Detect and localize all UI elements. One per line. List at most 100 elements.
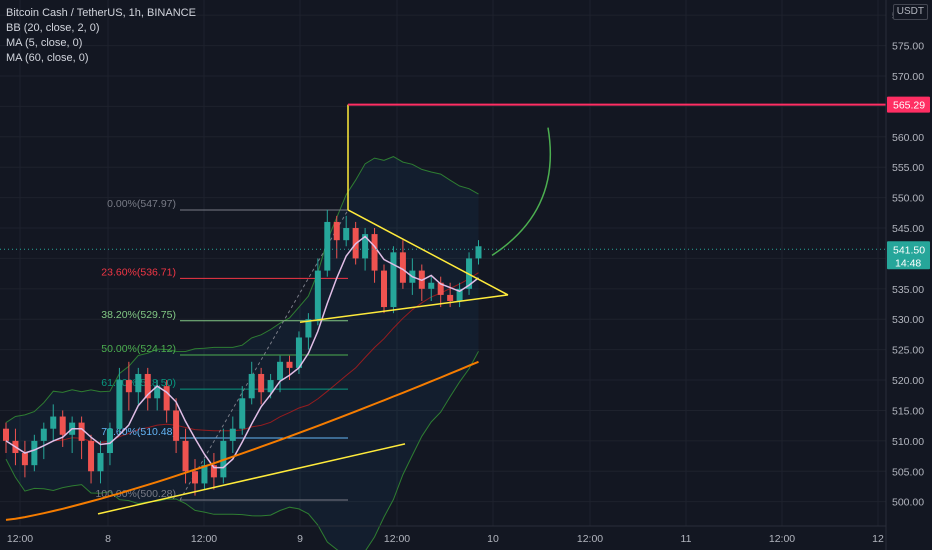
legend-symbol: Bitcoin Cash / TetherUS, 1h, BINANCE <box>6 7 196 19</box>
candle-body <box>371 234 378 271</box>
candle-body <box>305 319 312 338</box>
candle-body <box>192 471 198 484</box>
y-tick-label: 535.00 <box>892 284 924 296</box>
y-tick-label: 570.00 <box>892 71 924 83</box>
y-tick-label: 545.00 <box>892 223 924 235</box>
support-trend-line <box>97 443 406 515</box>
currency-label[interactable]: USDT <box>892 4 928 20</box>
candle-body <box>390 252 397 308</box>
bb-lower <box>5 351 479 550</box>
candle-body <box>50 416 57 429</box>
candle-body <box>3 428 9 441</box>
fib-level-label: 0.00%(547.97) <box>107 198 176 210</box>
price-axis[interactable]: 500.00 505.00 510.00 515.00 520.00 525.00 530.… <box>885 0 930 550</box>
x-tick-label: 12:00 <box>577 533 603 545</box>
x-tick-label: 12:00 <box>769 533 795 545</box>
legend-ma60: MA (60, close, 0) <box>6 52 89 64</box>
x-tick-label: 12:00 <box>191 533 217 545</box>
bb-fill <box>6 156 479 550</box>
candle-body <box>314 270 321 320</box>
candle-body <box>277 361 284 381</box>
y-tick-label: 530.00 <box>892 314 924 326</box>
candle-body <box>475 246 482 259</box>
candle-body <box>201 465 208 484</box>
candle-body <box>343 228 350 241</box>
candle-body <box>40 428 47 441</box>
x-tick-label: 10 <box>487 533 499 545</box>
x-tick-label: 8 <box>105 533 111 545</box>
triangle-upper-line <box>347 209 509 296</box>
candle-body <box>163 386 170 411</box>
x-tick-label: 12 <box>872 533 884 545</box>
candle-body <box>88 440 95 472</box>
ma60-line <box>5 360 479 521</box>
projection-arc <box>491 127 552 257</box>
candle-body <box>295 337 302 368</box>
candle-body <box>456 288 463 301</box>
triangle-lower-line <box>299 294 509 324</box>
candle-body <box>59 416 66 435</box>
candle-body <box>135 373 142 393</box>
candle-body <box>144 373 151 399</box>
x-tick-label: 12:00 <box>7 533 33 545</box>
candles <box>3 209 482 496</box>
candle-body <box>116 380 123 429</box>
candle-body <box>125 380 132 393</box>
candle-body <box>362 234 369 259</box>
last-price-tag <box>887 241 930 270</box>
candle-body <box>381 270 387 308</box>
y-tick-label: 520.00 <box>892 375 924 387</box>
candle-body <box>437 282 444 295</box>
time-axis[interactable]: 12:00 8 12:00 9 12:00 10 12:00 11 12:00 12 <box>0 525 886 545</box>
moving-averages <box>5 235 479 521</box>
y-tick-label: 550.00 <box>892 193 924 205</box>
countdown-label: 14:48 <box>895 257 921 269</box>
y-tick-label: 515.00 <box>892 405 924 417</box>
bb-upper <box>5 156 479 424</box>
y-tick-label: 525.00 <box>892 345 924 357</box>
candle-body <box>447 294 454 301</box>
candle-body <box>333 221 340 241</box>
candle-body <box>106 428 113 454</box>
candle-body <box>97 453 104 472</box>
candle-body <box>78 422 85 441</box>
candle-body <box>229 428 236 441</box>
bollinger-bands <box>5 156 479 550</box>
y-tick-label: 505.00 <box>892 466 924 478</box>
target-price-label: 565.29 <box>893 100 925 112</box>
grid <box>0 0 886 526</box>
y-tick-label: 575.00 <box>892 41 924 53</box>
fib-level-label: 23.60%(536.71) <box>101 266 176 278</box>
fib-trend-line <box>179 209 349 501</box>
candle-body <box>258 373 265 393</box>
target-price-tag <box>887 96 930 113</box>
candle-body <box>182 440 189 472</box>
chart-legend: Bitcoin Cash / TetherUS, 1h, BINANCE BB … <box>6 6 196 66</box>
y-tick-label: 500.00 <box>892 497 924 509</box>
candle-body <box>173 410 180 441</box>
candle-body <box>154 386 161 399</box>
candle-body <box>267 380 274 393</box>
drawings <box>0 103 886 515</box>
x-tick-label: 12:00 <box>384 533 410 545</box>
ma5-line <box>5 235 479 469</box>
x-tick-label: 11 <box>681 533 692 545</box>
candle-body <box>428 282 435 289</box>
candle-body <box>399 252 406 283</box>
last-price-label: 541.50 <box>893 244 925 256</box>
legend-ma5: MA (5, close, 0) <box>6 37 83 49</box>
y-tick-label: 560.00 <box>892 132 924 144</box>
fibonacci-retracement: 0.00%(547.97) 23.60%(536.71) 38.20%(529.75… <box>95 198 349 501</box>
x-tick-label: 9 <box>297 533 303 545</box>
fib-level-label: 100.00%(500.28) <box>95 488 176 500</box>
candle-body <box>239 398 246 429</box>
candle-body <box>31 440 38 466</box>
candle-body <box>324 221 331 271</box>
candle-body <box>286 361 293 368</box>
legend-bb: BB (20, close, 2, 0) <box>6 22 100 34</box>
y-tick-label: 510.00 <box>892 436 924 448</box>
fib-level-label: 38.20%(529.75) <box>101 309 176 321</box>
fib-level-label: 50.00%(524.12) <box>101 343 176 355</box>
candle-body <box>21 453 28 466</box>
